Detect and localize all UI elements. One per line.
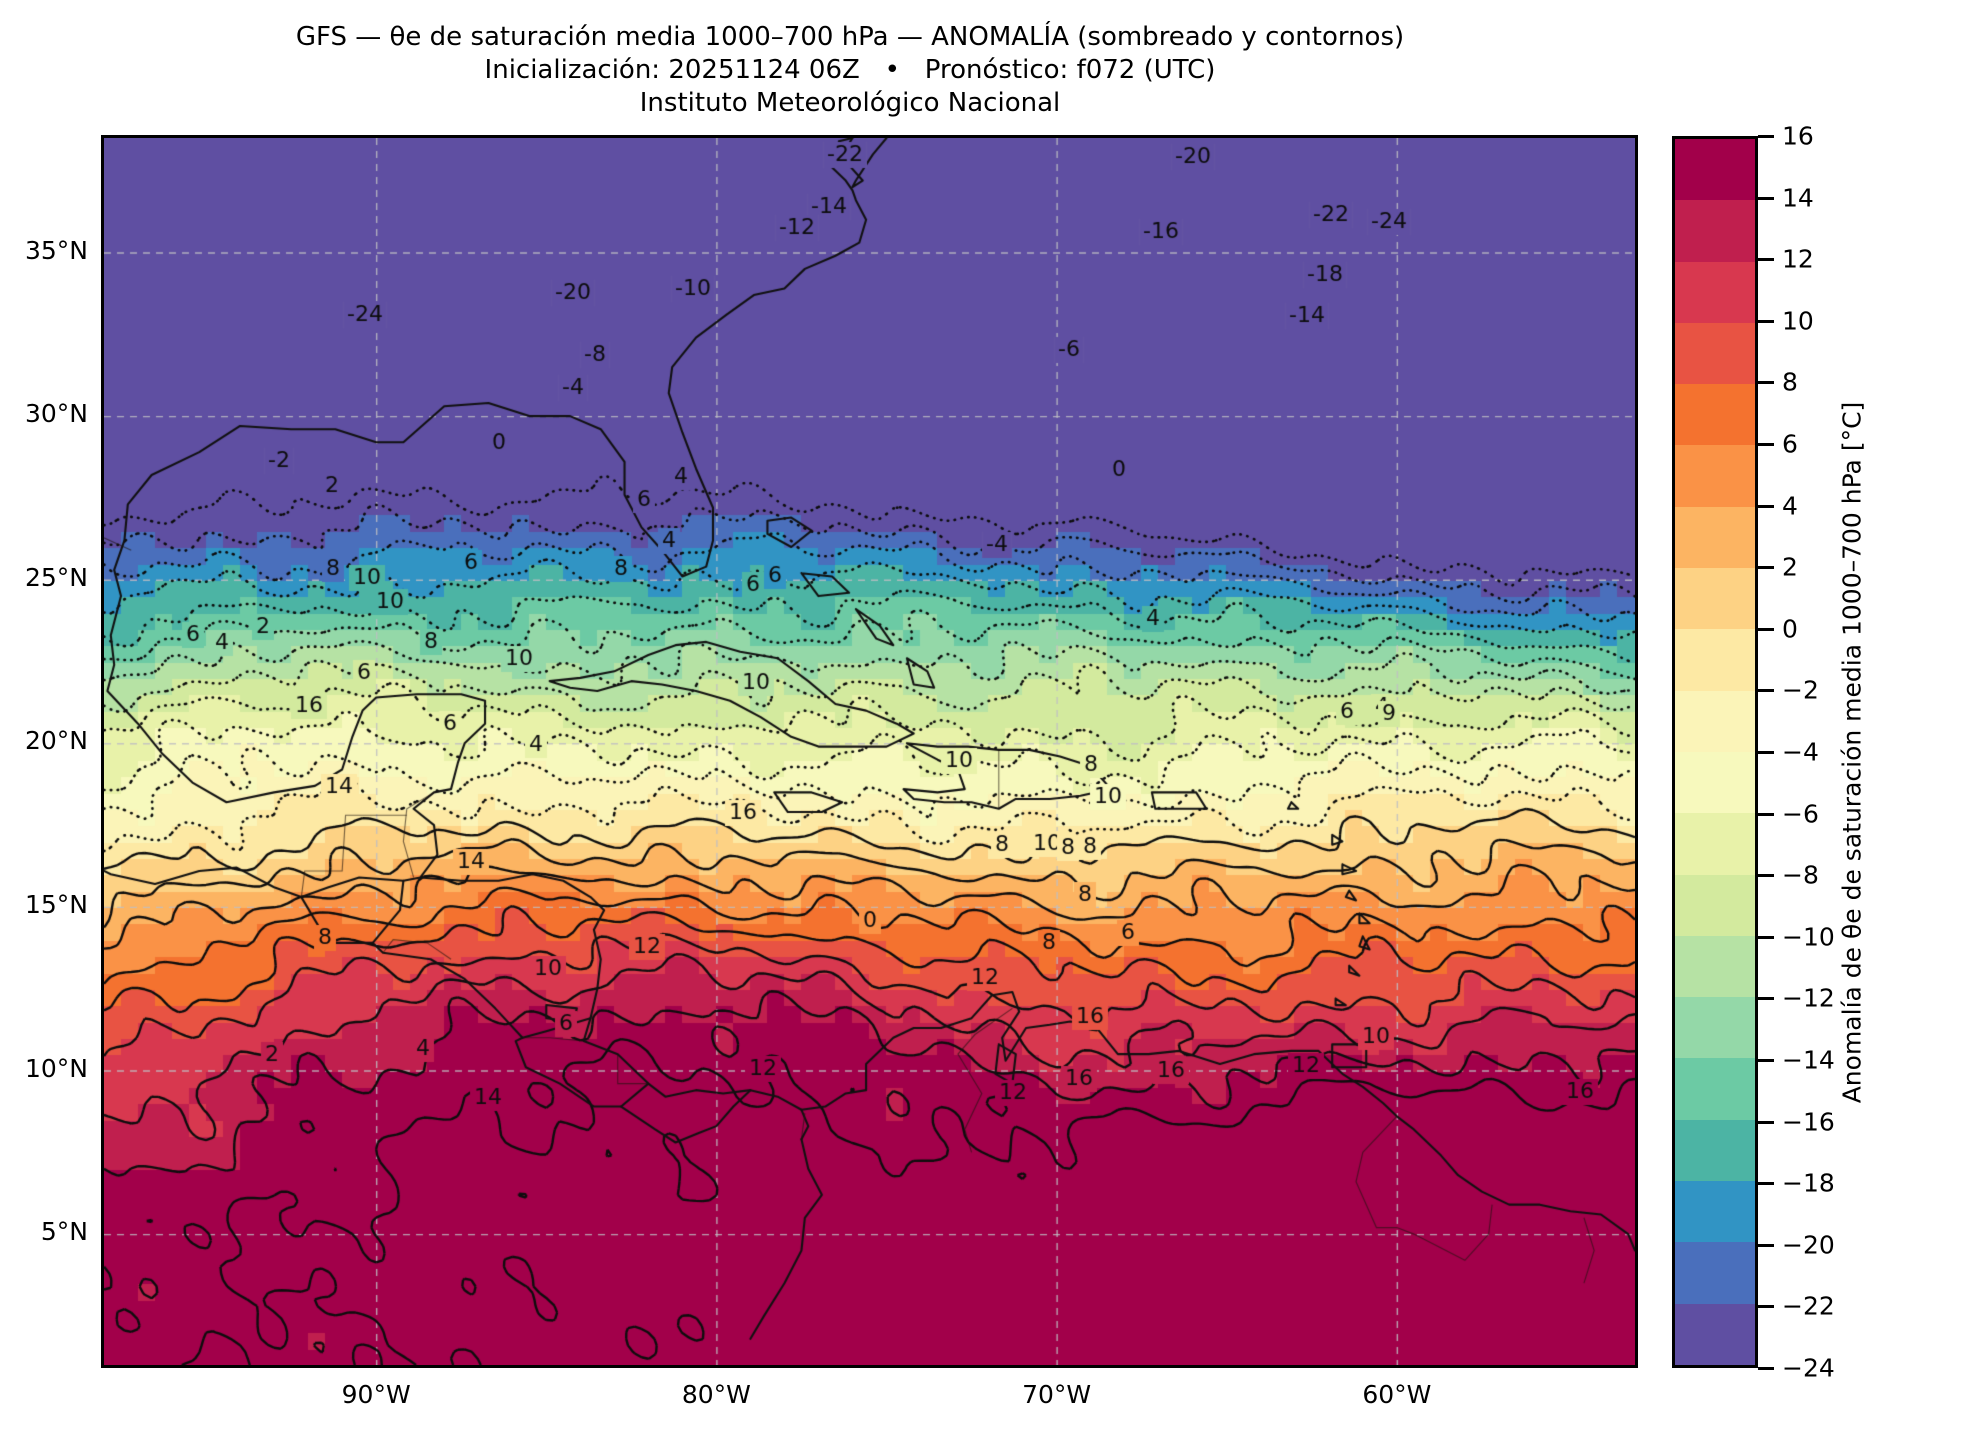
colorbar-tick-label-1: 14: [1782, 183, 1814, 213]
colorbar-tick-label-9: −2: [1782, 675, 1819, 705]
figure-title: GFS — θe de saturación media 1000–700 hP…: [295, 22, 1405, 52]
colorbar-segment-17: [1675, 1181, 1755, 1243]
colorbar-tick-mark-10: [1758, 751, 1774, 754]
colorbar-tick-mark-18: [1758, 1243, 1774, 1247]
colorbar-tick-mark-9: [1758, 689, 1774, 693]
colorbar-tick-mark-13: [1758, 935, 1774, 939]
longitude-tick-80°W: 80°W: [681, 1380, 751, 1409]
map-axes[interactable]: [101, 135, 1638, 1368]
colorbar-tick-label-14: −12: [1782, 983, 1835, 1013]
anomaly-heatmap-canvas: [104, 138, 1635, 1365]
colorbar-segment-16: [1675, 1119, 1755, 1182]
colorbar-tick-label-13: −10: [1782, 922, 1835, 952]
colorbar-tick-label-8: 0: [1782, 614, 1798, 644]
colorbar-tick-label-2: 12: [1782, 244, 1814, 274]
colorbar-tick-label-17: −18: [1782, 1168, 1835, 1198]
colorbar-segment-3: [1675, 322, 1755, 385]
colorbar-segment-1: [1675, 200, 1755, 262]
colorbar-segment-12: [1675, 874, 1755, 936]
colorbar-segment-5: [1675, 445, 1755, 507]
colorbar-segment-0: [1675, 139, 1755, 201]
latitude-tick-20°N: 20°N: [24, 726, 88, 756]
latitude-tick-30°N: 30°N: [24, 399, 88, 429]
longitude-tick-90°W: 90°W: [341, 1380, 411, 1409]
colorbar-segment-11: [1675, 813, 1755, 875]
colorbar-tick-mark-0: [1758, 135, 1774, 138]
colorbar-tick-mark-4: [1758, 381, 1774, 385]
colorbar-tick-label-12: −8: [1782, 860, 1819, 890]
colorbar-segment-19: [1675, 1303, 1755, 1365]
colorbar-tick-mark-2: [1758, 258, 1774, 262]
colorbar-segment-18: [1675, 1242, 1755, 1304]
colorbar-tick-mark-7: [1758, 566, 1774, 570]
colorbar-tick-label-4: 8: [1782, 367, 1798, 397]
colorbar-tick-mark-6: [1758, 504, 1774, 508]
colorbar-segment-7: [1675, 568, 1755, 630]
colorbar-tick-label-20: −24: [1782, 1353, 1835, 1383]
colorbar-tick-label-16: −16: [1782, 1107, 1835, 1137]
longitude-tick-60°W: 60°W: [1362, 1380, 1432, 1409]
figure-attribution: Instituto Meteorológico Nacional: [639, 88, 1061, 118]
colorbar-tick-mark-20: [1758, 1367, 1774, 1370]
colorbar-segment-13: [1675, 935, 1755, 998]
colorbar-tick-label-15: −14: [1782, 1045, 1835, 1075]
colorbar-segment-10: [1675, 751, 1755, 814]
colorbar-tick-mark-12: [1758, 874, 1774, 878]
colorbar-tick-mark-16: [1758, 1120, 1774, 1124]
colorbar-tick-mark-15: [1758, 1059, 1774, 1062]
colorbar-tick-label-0: 16: [1782, 121, 1814, 151]
colorbar: [1672, 136, 1758, 1368]
colorbar-segment-2: [1675, 261, 1755, 323]
colorbar-tick-mark-17: [1758, 1182, 1774, 1186]
colorbar-tick-mark-11: [1758, 812, 1774, 816]
colorbar-segment-8: [1675, 629, 1755, 691]
colorbar-tick-label-19: −22: [1782, 1291, 1835, 1321]
colorbar-tick-label-18: −20: [1782, 1230, 1835, 1260]
colorbar-tick-mark-8: [1758, 627, 1774, 631]
colorbar-tick-label-7: 2: [1782, 552, 1798, 582]
colorbar-segment-4: [1675, 384, 1755, 446]
colorbar-tick-mark-1: [1758, 196, 1774, 200]
colorbar-axis-label: Anomalía de θe de saturación media 1000–…: [1832, 136, 1872, 1368]
colorbar-tick-label-10: −4: [1782, 737, 1819, 767]
latitude-tick-35°N: 35°N: [24, 235, 88, 265]
longitude-tick-70°W: 70°W: [1022, 1380, 1092, 1409]
colorbar-tick-label-3: 10: [1782, 306, 1814, 336]
latitude-tick-5°N: 5°N: [40, 1217, 88, 1247]
colorbar-tick-mark-5: [1758, 443, 1774, 446]
colorbar-tick-mark-14: [1758, 997, 1774, 1001]
figure-subtitle: Inicialización: 20251124 06Z • Pronóstic…: [484, 55, 1216, 85]
latitude-tick-10°N: 10°N: [24, 1053, 88, 1083]
latitude-tick-15°N: 15°N: [24, 889, 88, 919]
colorbar-label-text: Anomalía de θe de saturación media 1000–…: [1837, 401, 1867, 1103]
colorbar-segment-14: [1675, 997, 1755, 1059]
colorbar-tick-label-11: −6: [1782, 799, 1819, 829]
colorbar-tick-mark-19: [1758, 1305, 1774, 1309]
colorbar-tick-label-6: 4: [1782, 491, 1798, 521]
colorbar-tick-mark-3: [1758, 319, 1774, 323]
colorbar-segment-9: [1675, 690, 1755, 752]
colorbar-segment-15: [1675, 1058, 1755, 1120]
latitude-tick-25°N: 25°N: [24, 562, 88, 592]
figure-title-block: GFS — θe de saturación media 1000–700 hP…: [0, 0, 1700, 119]
colorbar-tick-label-5: 6: [1782, 429, 1798, 459]
colorbar-segment-6: [1675, 506, 1755, 569]
